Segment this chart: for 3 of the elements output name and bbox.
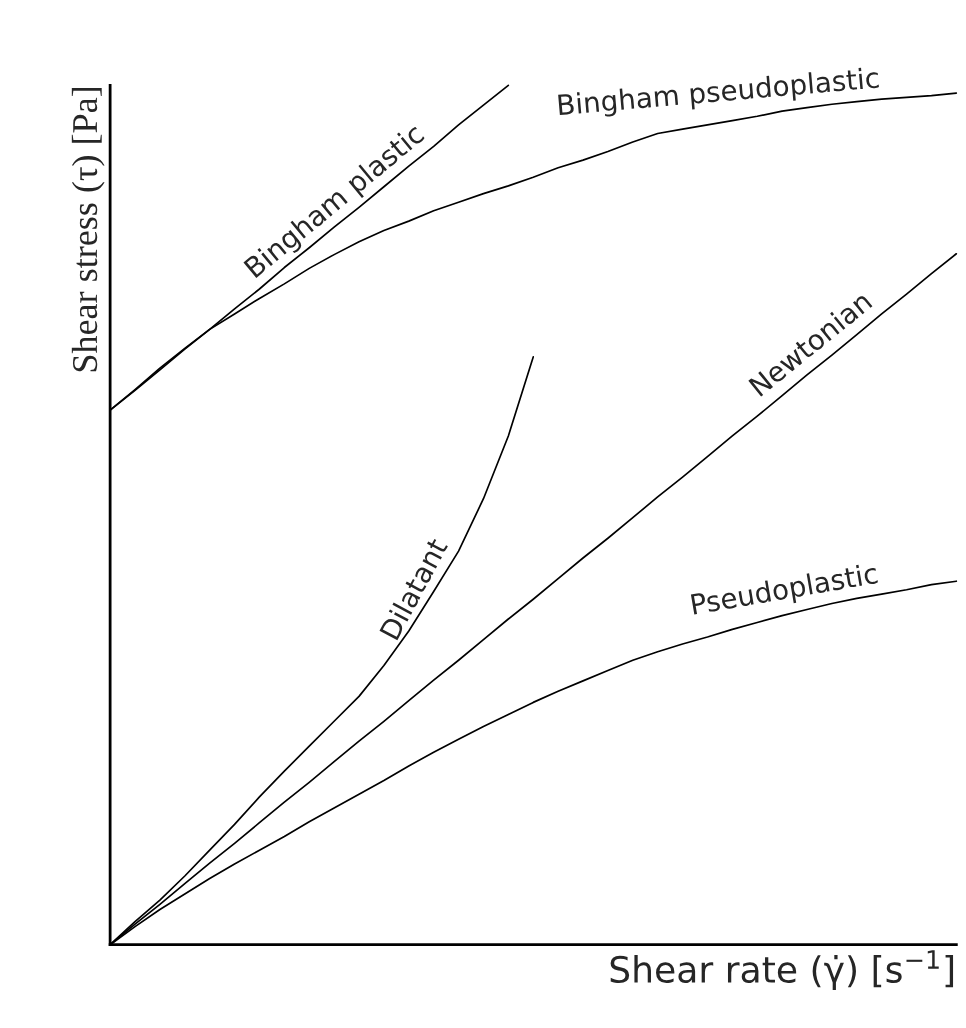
y-axis-title: Shear stress (τ) [Pa] (71, 88, 105, 372)
series-label: Bingham pseudoplastic (558, 66, 880, 121)
x-axis-title: Shear rate (γ̇) [s$^{−1}$] (610, 950, 954, 991)
